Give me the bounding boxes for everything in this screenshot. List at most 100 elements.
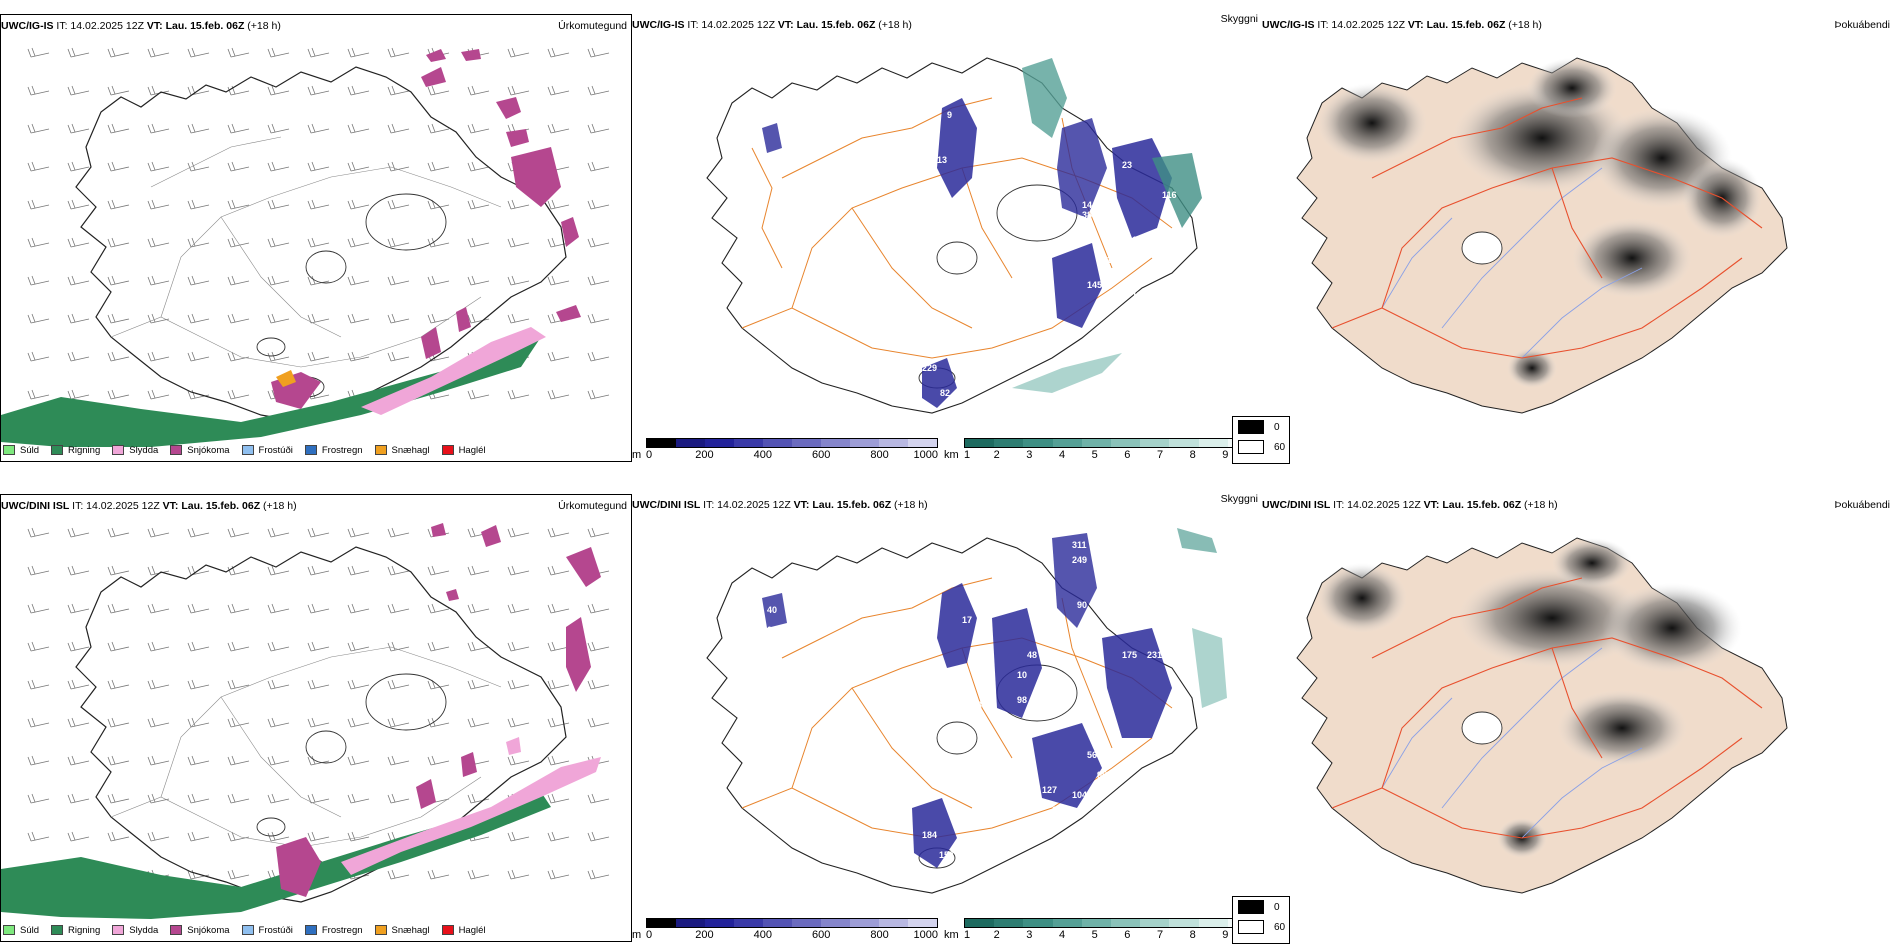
wind-barb: [27, 199, 50, 210]
wind-barb: [107, 123, 130, 134]
wind-barb: [27, 123, 50, 134]
init-time: IT: 14.02.2025 12Z: [56, 20, 144, 32]
scale-cell: [1140, 439, 1170, 447]
rivers: [1381, 647, 1643, 839]
wind-barb: [147, 47, 170, 58]
wind-barb: [67, 389, 90, 400]
wind-barb: [27, 717, 50, 728]
panel-type-label: Skyggni: [1220, 13, 1258, 25]
wind-barb: [227, 679, 250, 690]
legend-item: Rigning: [51, 925, 100, 936]
wind-barb: [587, 603, 610, 614]
wind-barb: [107, 85, 130, 96]
cloud-value-label: 80: [762, 625, 772, 635]
cloud-value-label: 90: [1077, 600, 1087, 610]
scale-cell: [676, 919, 705, 927]
wind-barb: [227, 275, 250, 286]
wind-barb: [387, 679, 410, 690]
wind-barb: [107, 793, 130, 804]
roads: [1331, 97, 1763, 359]
rivers: [1381, 167, 1643, 359]
wind-barb: [27, 351, 50, 362]
wind-barb: [507, 869, 530, 880]
fog-areas: [1317, 538, 1742, 858]
fog-legend: 0 60: [1232, 896, 1290, 944]
wind-barb: [507, 641, 530, 652]
fog-legend-row: 0: [1233, 417, 1289, 437]
scale-cell: [1111, 919, 1141, 927]
wind-barb: [587, 237, 610, 248]
wind-barb: [147, 755, 170, 766]
wind-barb: [107, 527, 130, 538]
legend-label: Slydda: [129, 924, 159, 936]
precip-areas: [1, 523, 601, 919]
scale-tick: 0: [646, 449, 653, 461]
cloud-value-label: 139: [972, 700, 987, 710]
wind-barb: [547, 755, 570, 766]
scale-ticks: 12345678910: [964, 449, 1258, 463]
legend-item: Frostúði: [241, 444, 293, 456]
wind-barb: [227, 123, 250, 134]
panel-type-label: Þokuábendi: [1834, 499, 1890, 511]
scale-tick: 8: [1189, 929, 1196, 941]
legend-label: Rigning: [68, 444, 101, 456]
cloud-value-label: 82: [940, 388, 950, 398]
lead-time: (+18 h): [1524, 499, 1558, 511]
wind-barb: [387, 793, 410, 804]
wind-barb: [27, 641, 50, 652]
wind-barb: [547, 831, 570, 842]
scale-tick: 6: [1124, 929, 1131, 941]
wind-barb: [507, 237, 530, 248]
scale-cell: [965, 439, 995, 447]
scale-cell: [1198, 439, 1228, 447]
wind-barb: [547, 565, 570, 576]
cloud-value-label: 229: [922, 363, 937, 373]
fog-legend-label: 60: [1274, 441, 1286, 453]
cloud-value-label: 104: [1072, 790, 1087, 800]
panel-type-label: Þokuábendi: [1834, 19, 1890, 31]
legend-item: Haglél: [441, 925, 486, 936]
wind-barb: [227, 755, 250, 766]
wind-barb: [547, 527, 570, 538]
legend-swatch: [441, 925, 454, 935]
wind-barb: [67, 831, 90, 842]
wind-barb: [467, 161, 490, 172]
wind-barb: [387, 275, 410, 286]
wind-barb: [107, 679, 130, 690]
wind-barb: [307, 123, 330, 134]
cloud-value-label: 48: [1027, 650, 1037, 660]
wind-barb: [227, 869, 250, 880]
model-name: UWC/IG-IS: [1262, 19, 1315, 31]
wind-barb: [187, 793, 210, 804]
wind-barb: [587, 869, 610, 880]
legend-swatch: [51, 445, 64, 455]
cloud-value-label: 38: [1082, 210, 1092, 220]
legend-swatch: [374, 445, 387, 455]
precip-map: [1, 523, 610, 919]
wind-barb: [67, 793, 90, 804]
wind-barb: [67, 47, 90, 58]
cloud-value-label: 127: [1042, 785, 1057, 795]
wind-barb: [267, 755, 290, 766]
wind-barb: [587, 313, 610, 324]
wind-barb: [227, 527, 250, 538]
cloud-value-label: 175: [1122, 650, 1137, 660]
wind-barb: [227, 793, 250, 804]
wind-barb: [547, 85, 570, 96]
wind-barb: [427, 603, 450, 614]
legend-label: Frostúði: [258, 444, 293, 456]
legend-label: Snjókoma: [187, 924, 230, 936]
panel-type-label: Úrkomutegund: [558, 20, 627, 32]
wind-barb: [227, 85, 250, 96]
cloud-value-label: 56: [1087, 750, 1097, 760]
legend-swatch: [170, 445, 183, 455]
wind-barb: [387, 869, 410, 880]
wind-barb: [347, 641, 370, 652]
wind-barb: [267, 793, 290, 804]
cloud-value-label: 15: [1012, 730, 1022, 740]
scale-tick: 2: [993, 929, 1000, 941]
wind-barb: [27, 237, 50, 248]
wind-barb: [347, 47, 370, 58]
scale-cell: [879, 439, 908, 447]
